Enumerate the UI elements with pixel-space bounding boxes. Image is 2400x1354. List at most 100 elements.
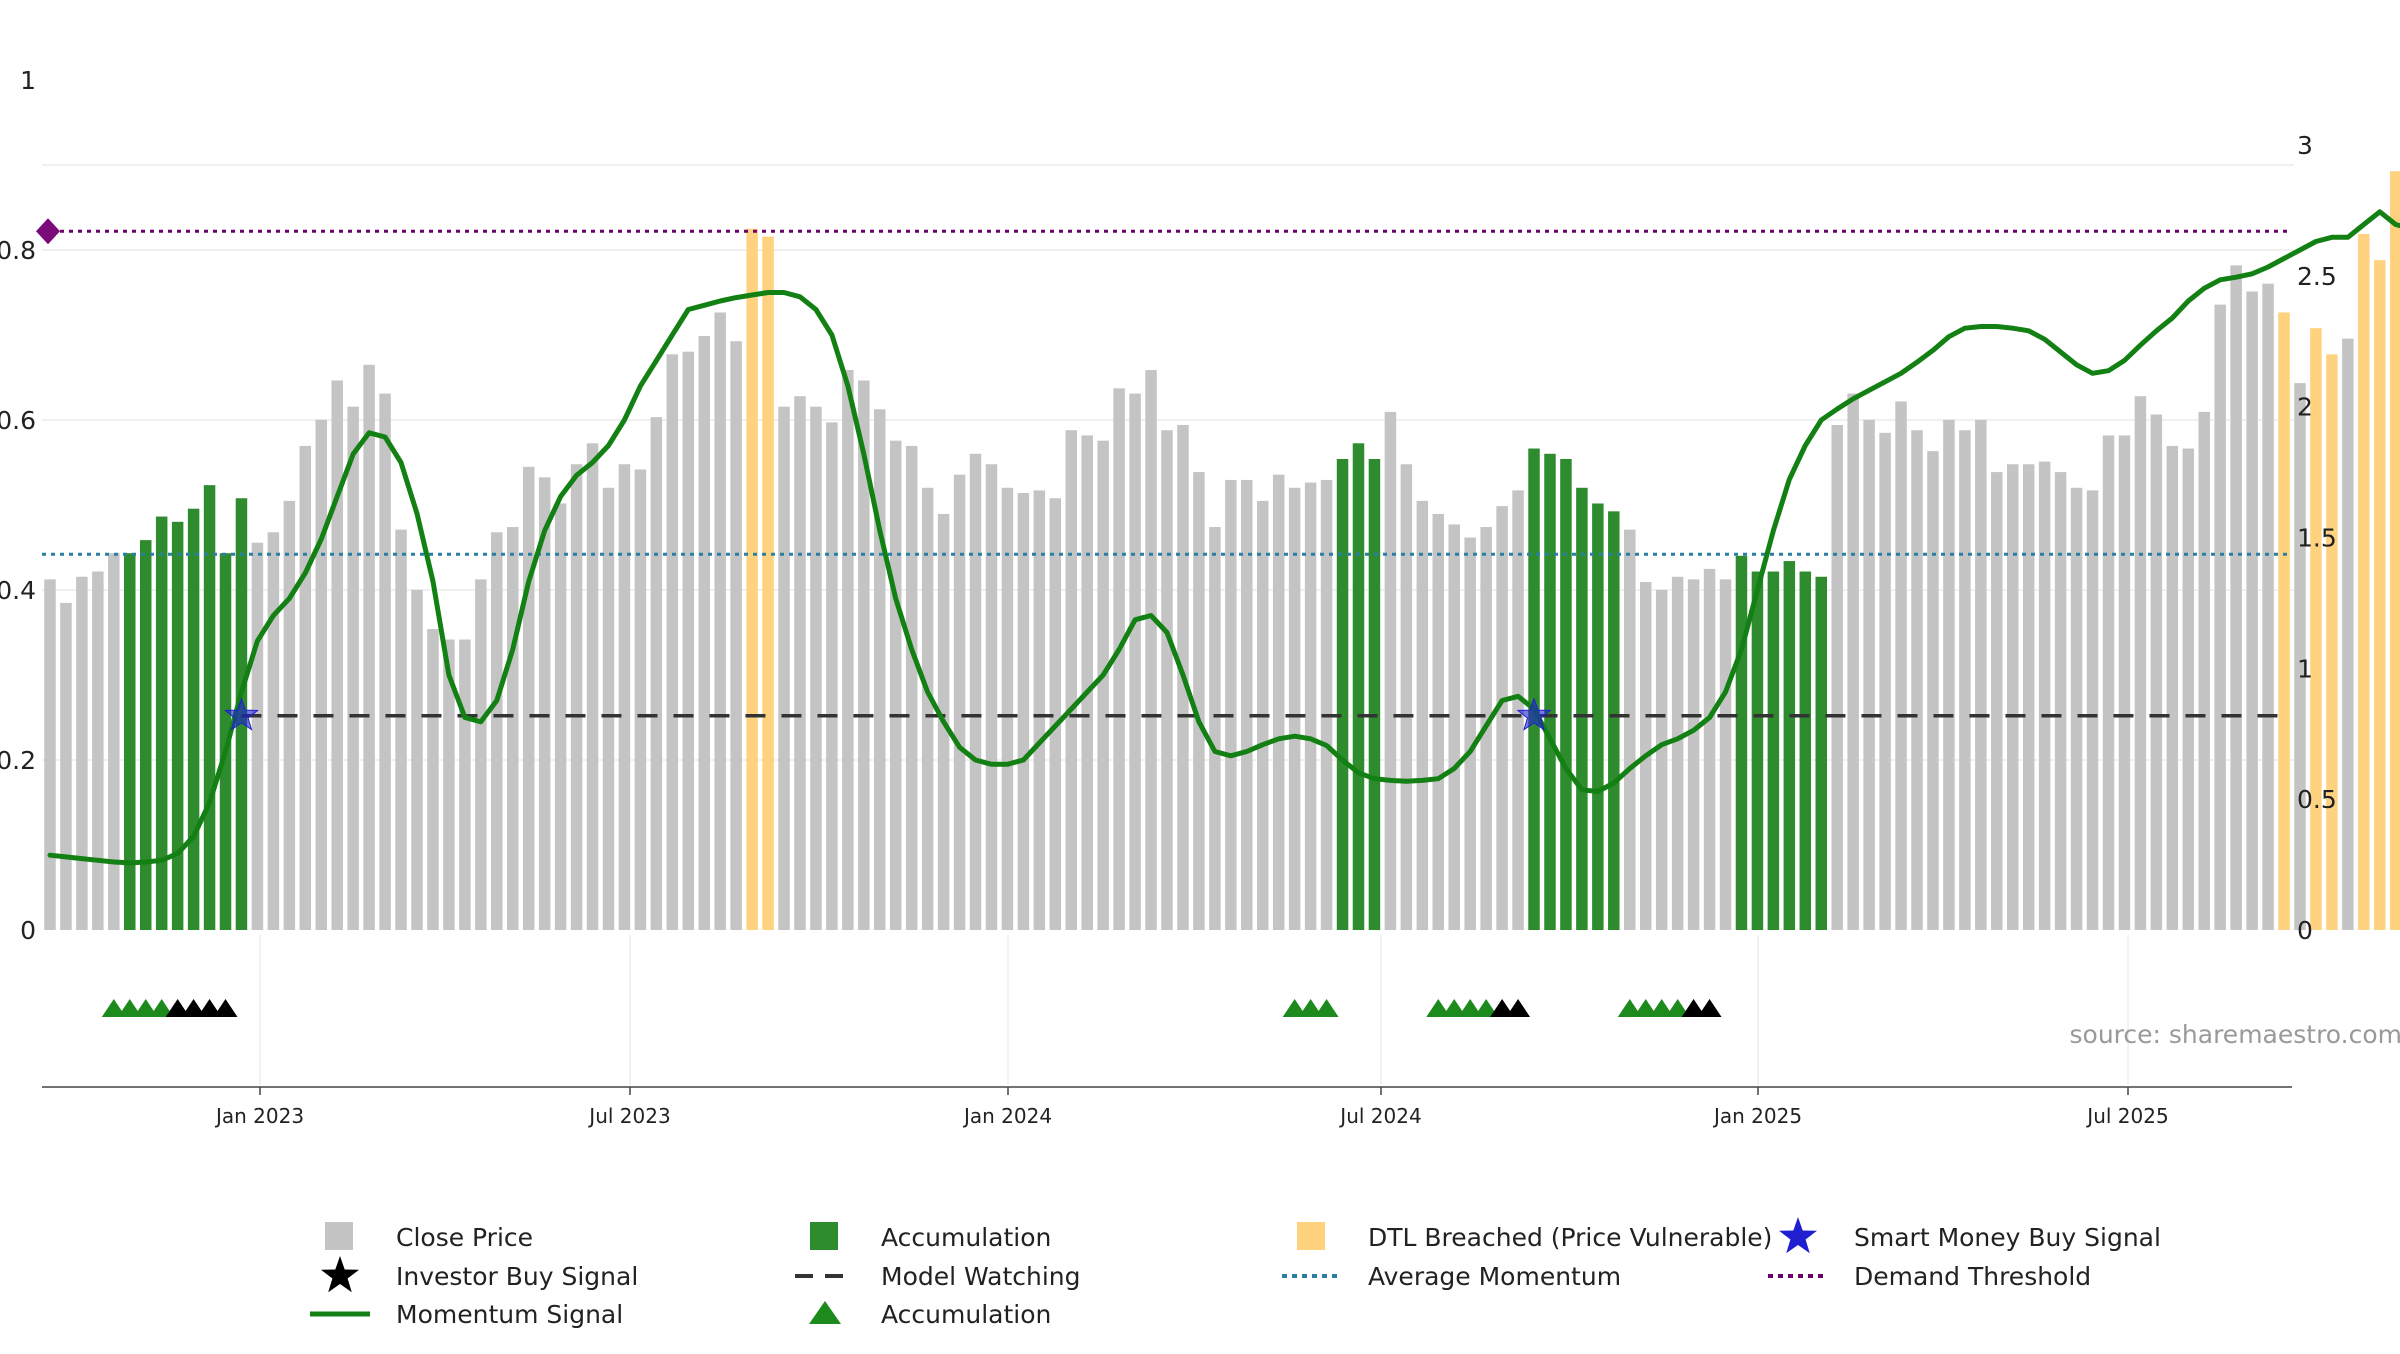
- price-bar: [746, 229, 757, 930]
- price-bar: [683, 352, 694, 930]
- price-bar: [1847, 394, 1858, 930]
- price-bar: [1464, 538, 1475, 931]
- price-bar: [1560, 459, 1571, 930]
- price-bar: [1417, 501, 1428, 930]
- price-bar: [1688, 579, 1699, 930]
- price-bar: [970, 454, 981, 930]
- legend-label: Model Watching: [881, 1262, 1081, 1291]
- price-bar: [1369, 459, 1380, 930]
- price-bar: [2326, 354, 2337, 930]
- price-bar: [2007, 464, 2018, 930]
- price-bar: [475, 579, 486, 930]
- legend-item: Average Momentum: [1282, 1262, 1621, 1291]
- legend-triangle-icon: [809, 1301, 841, 1324]
- price-bar: [1448, 524, 1459, 930]
- price-bar: [1672, 577, 1683, 930]
- price-bar: [1193, 472, 1204, 930]
- price-bar: [986, 464, 997, 930]
- left-tick-label: 0: [20, 916, 36, 945]
- price-bar: [1433, 514, 1444, 930]
- price-bar: [2039, 462, 2050, 930]
- price-bar: [906, 446, 917, 930]
- price-bar: [1353, 443, 1364, 930]
- price-bar: [1018, 493, 1029, 930]
- price-bar: [411, 590, 422, 930]
- price-bar: [794, 396, 805, 930]
- price-bar: [714, 312, 725, 930]
- x-tick-label: Jan 2025: [1712, 1104, 1802, 1128]
- price-bar: [555, 503, 566, 930]
- price-bar: [1624, 530, 1635, 930]
- right-tick-label: 0: [2297, 916, 2313, 945]
- right-tick-label: 1.5: [2297, 524, 2337, 553]
- price-bar: [810, 407, 821, 930]
- price-bar: [491, 532, 502, 930]
- price-bar: [1161, 430, 1172, 930]
- source-label: source: sharemaestro.com: [2070, 1020, 2400, 1049]
- bars-layer: [44, 124, 2400, 930]
- price-bar: [1066, 430, 1077, 930]
- price-bar: [2087, 490, 2098, 930]
- legend-label: Investor Buy Signal: [396, 1262, 638, 1291]
- price-bar: [2230, 265, 2241, 930]
- price-bar: [1831, 425, 1842, 930]
- price-bar: [1895, 401, 1906, 930]
- legend-item: DTL Breached (Price Vulnerable): [1297, 1222, 1772, 1252]
- price-bar: [874, 409, 885, 930]
- price-bar: [1241, 480, 1252, 930]
- price-bar: [587, 443, 598, 930]
- price-bar: [2262, 284, 2273, 930]
- demand-threshold-marker: [36, 218, 60, 244]
- price-bar: [571, 464, 582, 930]
- price-bar: [730, 341, 741, 930]
- price-bar: [347, 407, 358, 930]
- price-bar: [2103, 435, 2114, 930]
- legend-label: Demand Threshold: [1854, 1262, 2091, 1291]
- price-bar: [268, 532, 279, 930]
- price-bar: [1225, 480, 1236, 930]
- left-tick-label: 1: [20, 66, 36, 95]
- legend-item: Momentum Signal: [310, 1300, 623, 1329]
- left-tick-label: 0.8: [0, 236, 36, 265]
- price-bar: [762, 237, 773, 930]
- price-bar: [2167, 446, 2178, 930]
- legend: Close Price Accumulation DTL Breached (Pri…: [310, 1217, 2161, 1329]
- price-bar: [395, 530, 406, 930]
- legend-label: Accumulation: [881, 1300, 1051, 1329]
- price-bar: [76, 577, 87, 930]
- legend-label: Momentum Signal: [396, 1300, 623, 1329]
- price-bar: [1401, 464, 1412, 930]
- price-bar: [2390, 171, 2400, 930]
- price-bar: [2119, 435, 2130, 930]
- signal-triangle: [1315, 999, 1339, 1017]
- left-tick-label: 0.6: [0, 406, 36, 435]
- left-tick-label: 0.2: [0, 746, 36, 775]
- price-bar: [1209, 527, 1220, 930]
- price-bar: [1975, 420, 1986, 930]
- price-bar: [172, 522, 183, 930]
- legend-swatch: [1297, 1222, 1325, 1250]
- price-bar: [1608, 511, 1619, 930]
- x-tick-label: Jul 2024: [1338, 1104, 1421, 1128]
- legend-item: Smart Money Buy Signal: [1779, 1217, 2161, 1253]
- price-bar: [1911, 430, 1922, 930]
- price-bar: [1097, 441, 1108, 930]
- price-bar: [2055, 472, 2066, 930]
- x-tick-label: Jan 2024: [962, 1104, 1052, 1128]
- price-bar: [2342, 339, 2353, 930]
- legend-swatch: [810, 1222, 838, 1250]
- price-bar: [1321, 480, 1332, 930]
- price-bar: [1704, 569, 1715, 930]
- price-bar: [156, 517, 167, 930]
- price-bar: [2214, 305, 2225, 930]
- price-bar: [635, 469, 646, 930]
- price-bar: [1337, 459, 1348, 930]
- price-bar: [778, 407, 789, 930]
- legend-item: Investor Buy Signal: [321, 1256, 638, 1292]
- price-bar: [1385, 412, 1396, 930]
- price-bar: [252, 543, 263, 930]
- price-bar: [842, 370, 853, 930]
- right-tick-label: 0.5: [2297, 785, 2337, 814]
- legend-label: Close Price: [396, 1223, 533, 1252]
- x-tick-label: Jul 2023: [587, 1104, 670, 1128]
